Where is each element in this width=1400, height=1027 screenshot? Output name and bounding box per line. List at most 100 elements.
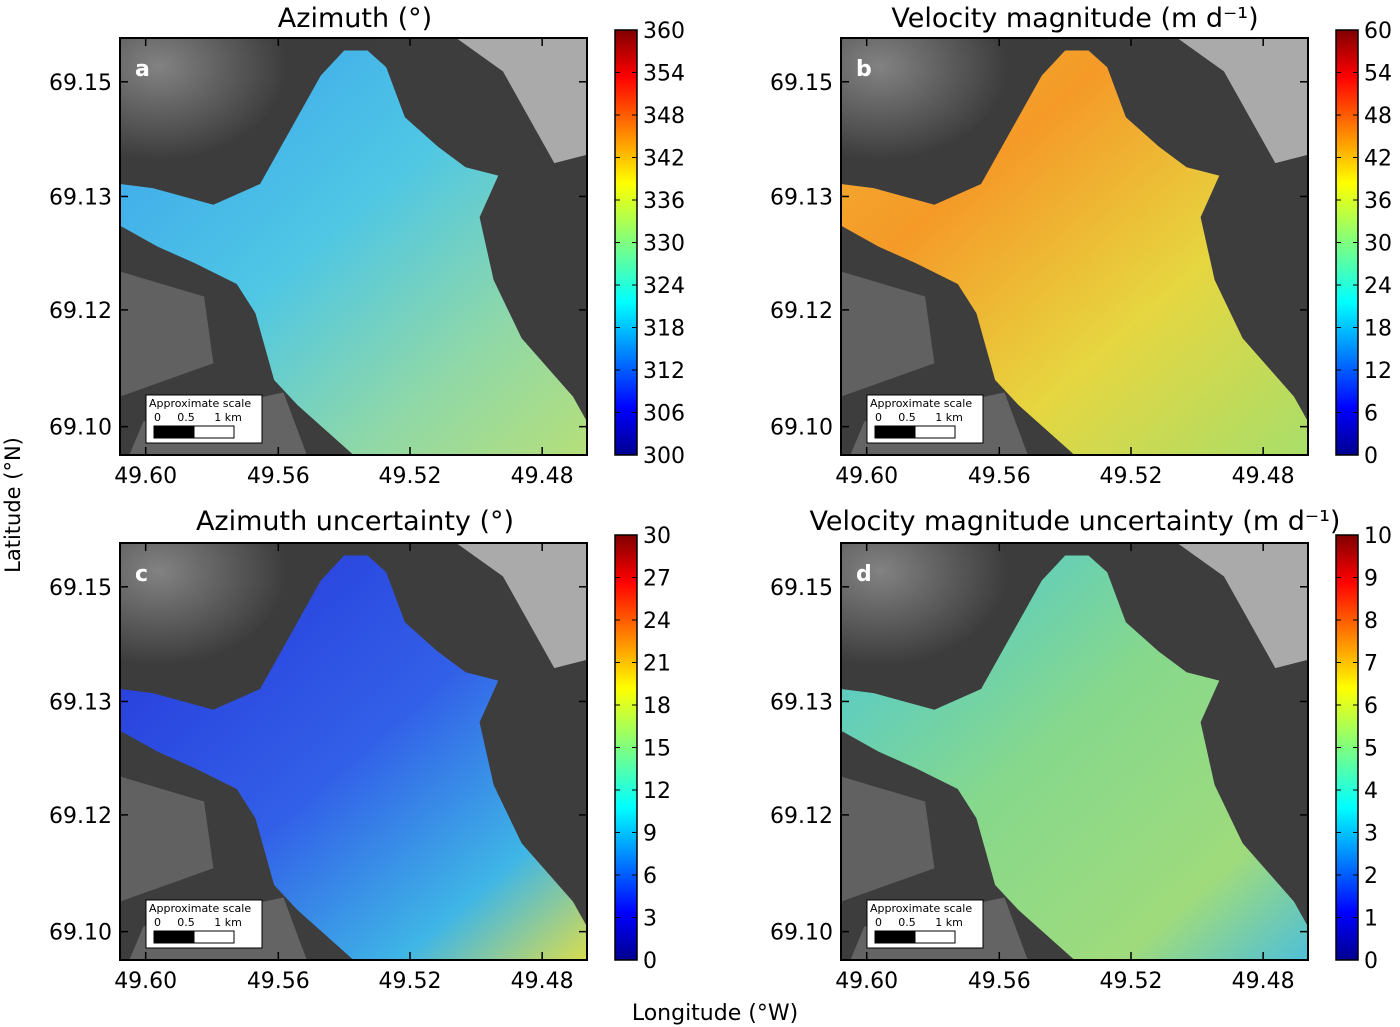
colorbar-tick-label: 3 bbox=[643, 907, 657, 932]
colorbar-tick-label: 5 bbox=[1364, 737, 1378, 762]
panel-d: Velocity magnitude uncertainty (m d⁻¹) d 4… bbox=[770, 506, 1392, 994]
scale-bar-title: Approximate scale bbox=[870, 902, 972, 915]
scale-bar-tick: 0.5 bbox=[898, 411, 916, 424]
x-tick-label: 49.52 bbox=[1100, 969, 1163, 994]
y-tick-label: 69.15 bbox=[770, 576, 833, 601]
colorbar-tick-label: 1 bbox=[1364, 907, 1378, 932]
panel-c: Azimuth uncertainty (°) c 49.60 49.56 49.52 4… bbox=[49, 506, 671, 994]
colorbar-tick-label: 354 bbox=[643, 62, 685, 87]
scale-bar-tick: 0 bbox=[875, 411, 882, 424]
panel-title: Velocity magnitude uncertainty (m d⁻¹) bbox=[810, 506, 1341, 537]
panel-b: Velocity magnitude (m d⁻¹) b 49.60 49.56 49.… bbox=[770, 3, 1392, 489]
x-tick-label: 49.56 bbox=[247, 969, 310, 994]
x-tick-label: 49.48 bbox=[511, 969, 574, 994]
colorbar-tick-label: 312 bbox=[643, 359, 685, 384]
satellite-map bbox=[120, 38, 587, 455]
colorbar-tick-label: 24 bbox=[643, 609, 671, 634]
scale-bar-title: Approximate scale bbox=[149, 902, 251, 915]
scale-bar-tick: 1 km bbox=[935, 411, 963, 424]
x-axis-label: Longitude (°W) bbox=[632, 1001, 798, 1026]
scale-bar-tick: 0 bbox=[154, 411, 161, 424]
colorbar-tick-label: 18 bbox=[643, 694, 671, 719]
x-tick-label: 49.52 bbox=[379, 969, 442, 994]
panel-title: Azimuth (°) bbox=[278, 3, 432, 34]
colorbar-tick-label: 318 bbox=[643, 317, 685, 342]
scale-bar-tick: 0 bbox=[154, 916, 161, 929]
plot-frame bbox=[840, 542, 1309, 961]
x-tick-label: 49.56 bbox=[968, 464, 1031, 489]
x-tick-label: 49.48 bbox=[1232, 969, 1295, 994]
scale-bar-tick: 1 km bbox=[935, 916, 963, 929]
colorbar-tick-label: 54 bbox=[1364, 62, 1392, 87]
colorbar-tick-label: 24 bbox=[1364, 274, 1392, 299]
y-tick-label: 69.13 bbox=[49, 185, 112, 210]
colorbar-tick-label: 18 bbox=[1364, 317, 1392, 342]
scale-bar-tick: 0.5 bbox=[177, 916, 195, 929]
y-tick-label: 69.10 bbox=[770, 416, 833, 441]
y-tick-label: 69.12 bbox=[770, 299, 833, 324]
x-tick-label: 49.52 bbox=[379, 464, 442, 489]
colorbar-tick-label: 4 bbox=[1364, 779, 1378, 804]
colorbar-tick-label: 306 bbox=[643, 402, 685, 427]
colorbar-tick-label: 330 bbox=[643, 232, 685, 257]
colorbar-tick-label: 60 bbox=[1364, 19, 1392, 44]
panel-label: a bbox=[135, 57, 150, 82]
x-tick-label: 49.52 bbox=[1100, 464, 1163, 489]
y-tick-label: 69.12 bbox=[49, 804, 112, 829]
scale-bar-title: Approximate scale bbox=[149, 397, 251, 410]
colorbar-tick-label: 6 bbox=[1364, 402, 1378, 427]
colorbar-tick-label: 324 bbox=[643, 274, 685, 299]
x-tick-label: 49.48 bbox=[1232, 464, 1295, 489]
colorbar-tick-label: 36 bbox=[1364, 189, 1392, 214]
colorbar-tick-label: 15 bbox=[643, 737, 671, 762]
y-tick-label: 69.12 bbox=[49, 299, 112, 324]
colorbar-tick-label: 336 bbox=[643, 189, 685, 214]
colorbar-tick-label: 0 bbox=[643, 949, 657, 974]
colorbar-tick-label: 342 bbox=[643, 147, 685, 172]
scale-bar-tick: 1 km bbox=[214, 411, 242, 424]
colorbar-tick-label: 0 bbox=[1364, 444, 1378, 469]
x-tick-label: 49.60 bbox=[114, 464, 177, 489]
colorbar-tick-label: 8 bbox=[1364, 609, 1378, 634]
colorbar-tick-label: 0 bbox=[1364, 949, 1378, 974]
colorbar-tick-label: 3 bbox=[1364, 822, 1378, 847]
scale-bar-tick: 0.5 bbox=[177, 411, 195, 424]
colorbar-tick-label: 12 bbox=[643, 779, 671, 804]
velocity-field bbox=[120, 50, 587, 455]
satellite-map bbox=[120, 543, 587, 960]
satellite-map bbox=[841, 38, 1308, 455]
panel-label: c bbox=[135, 562, 148, 587]
scale-bar-title: Approximate scale bbox=[870, 397, 972, 410]
y-tick-label: 69.12 bbox=[770, 804, 833, 829]
x-tick-label: 49.48 bbox=[511, 464, 574, 489]
satellite-map bbox=[841, 543, 1308, 960]
y-tick-label: 69.13 bbox=[770, 690, 833, 715]
colorbar-tick-label: 9 bbox=[643, 822, 657, 847]
colorbar-tick-label: 9 bbox=[1364, 567, 1378, 592]
x-tick-label: 49.60 bbox=[114, 969, 177, 994]
x-tick-label: 49.60 bbox=[835, 464, 898, 489]
y-tick-label: 69.15 bbox=[770, 71, 833, 96]
colorbar-tick-label: 7 bbox=[1364, 652, 1378, 677]
colorbar-tick-label: 42 bbox=[1364, 147, 1392, 172]
colorbar-tick-label: 30 bbox=[643, 524, 671, 549]
velocity-field bbox=[841, 555, 1308, 960]
plot-frame bbox=[119, 37, 588, 456]
scale-bar-tick: 0 bbox=[875, 916, 882, 929]
y-tick-label: 69.10 bbox=[49, 921, 112, 946]
colorbar-tick-label: 6 bbox=[1364, 694, 1378, 719]
colorbar-tick-label: 6 bbox=[643, 864, 657, 889]
colorbar-tick-label: 30 bbox=[1364, 232, 1392, 257]
velocity-field bbox=[841, 50, 1308, 455]
colorbar-tick-label: 300 bbox=[643, 444, 685, 469]
colorbar-tick-label: 27 bbox=[643, 567, 671, 592]
y-tick-label: 69.10 bbox=[49, 416, 112, 441]
y-tick-label: 69.15 bbox=[49, 71, 112, 96]
colorbar-tick-label: 360 bbox=[643, 19, 685, 44]
y-tick-label: 69.15 bbox=[49, 576, 112, 601]
